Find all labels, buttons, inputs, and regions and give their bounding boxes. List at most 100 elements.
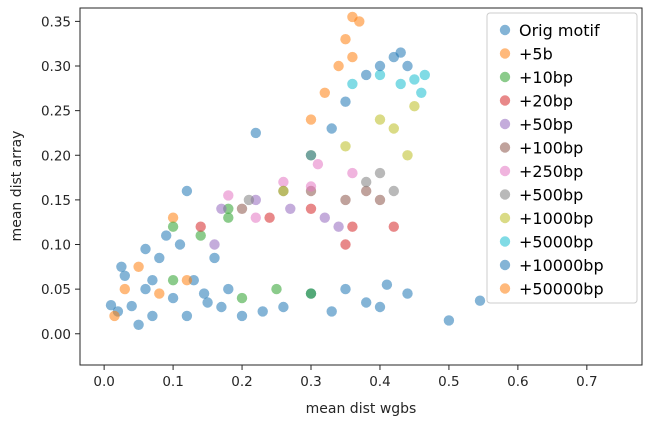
data-point-series-9-2: [395, 78, 406, 90]
data-point-series-2-1: [195, 230, 206, 241]
data-point-series-0-32: [147, 275, 158, 286]
data-point-series-1-1: [119, 283, 130, 295]
data-point-series-9-0: [347, 78, 358, 90]
data-point-series-5-4: [374, 194, 386, 206]
legend-marker: [499, 48, 511, 59]
data-point-series-6-3: [305, 181, 317, 192]
data-point-series-2-0: [167, 221, 179, 232]
legend-marker: [499, 212, 511, 224]
y-tick-label: 0.10: [41, 238, 71, 254]
legend-label: +100bp: [519, 139, 583, 158]
data-point-series-0-33: [198, 288, 210, 299]
data-point-series-5-3: [361, 185, 372, 197]
legend-marker: [499, 236, 511, 247]
legend-label: +5000bp: [519, 233, 593, 252]
data-point-series-7-2: [361, 176, 372, 188]
legend-label: +50bp: [519, 115, 573, 134]
data-point-series-11-5: [354, 16, 365, 27]
legend-label: Orig motif: [519, 21, 600, 40]
data-point-series-0-9: [167, 292, 179, 304]
data-point-series-1-3: [154, 288, 165, 299]
data-point-series-10-1: [326, 123, 337, 134]
legend-label: +5b: [519, 45, 553, 64]
legend-label: +50000bp: [519, 280, 604, 299]
data-point-series-10-0: [305, 150, 317, 161]
x-tick-label: 0.7: [576, 374, 597, 390]
data-point-series-7-3: [374, 167, 386, 179]
data-point-series-11-6: [347, 51, 358, 63]
y-tick-label: 0.00: [41, 327, 71, 343]
data-point-series-9-3: [409, 74, 420, 85]
x-tick-label: 0.5: [438, 374, 459, 390]
data-point-series-8-5: [402, 150, 413, 161]
data-point-series-10-4: [374, 60, 386, 72]
data-point-series-8-3: [374, 114, 386, 125]
data-point-series-2-4: [167, 275, 179, 286]
data-point-series-0-25: [474, 295, 486, 306]
legend-label: +10000bp: [519, 256, 604, 275]
data-point-series-0-10: [181, 185, 193, 197]
data-point-series-1-4: [167, 212, 179, 223]
data-point-series-0-13: [223, 283, 234, 295]
y-tick-label: 0.25: [41, 104, 71, 120]
data-point-series-8-4: [388, 123, 399, 134]
data-point-series-0-14: [250, 127, 261, 139]
data-point-series-8-2: [340, 141, 351, 152]
data-point-series-3-3: [340, 239, 351, 250]
data-point-series-0-23: [374, 301, 386, 313]
data-point-series-4-1: [216, 203, 227, 214]
legend-label: +10bp: [519, 68, 573, 87]
data-point-series-6-4: [312, 159, 324, 170]
x-tick-label: 0.6: [507, 374, 528, 390]
data-point-series-0-2: [116, 261, 127, 272]
legend-label: +500bp: [519, 186, 583, 205]
data-point-series-8-0: [278, 185, 289, 197]
y-tick-label: 0.15: [41, 193, 71, 209]
legend-label: +1000bp: [519, 209, 593, 228]
data-point-series-3-5: [388, 221, 399, 232]
y-axis-label: mean dist array: [9, 131, 25, 242]
legend-marker: [499, 118, 511, 130]
legend-marker: [499, 24, 511, 36]
data-point-series-1-0: [109, 310, 120, 322]
data-point-series-0-22: [381, 279, 393, 290]
data-point-series-0-8: [161, 230, 172, 241]
legend-marker: [499, 259, 511, 271]
x-tick-label: 0.1: [162, 374, 183, 390]
axis-ticks-layer: 0.0 0.1 0.2 0.3 0.4 0.5 0.6 0.7 0.00 0.05 0.10 0.15…: [41, 14, 598, 390]
y-tick-label: 0.30: [41, 59, 71, 75]
data-point-series-0-3: [126, 300, 137, 312]
data-point-series-4-5: [333, 221, 344, 232]
legend: Orig motif +5b +10bp +20bp +50bp +100bp +250bp…: [486, 12, 638, 304]
legend-marker: [499, 283, 511, 294]
data-point-series-4-0: [209, 239, 220, 250]
legend-marker: [499, 95, 511, 106]
y-tick-label: 0.35: [41, 14, 71, 30]
data-point-series-0-31: [174, 239, 186, 250]
data-point-series-2-6: [271, 283, 282, 295]
data-point-series-0-20: [340, 283, 351, 295]
x-tick-label: 0.4: [369, 374, 390, 390]
data-point-series-4-4: [319, 212, 330, 223]
data-point-series-8-6: [409, 101, 420, 112]
data-point-series-3-1: [264, 212, 275, 223]
data-point-series-0-24: [443, 315, 455, 326]
data-point-series-2-5: [236, 292, 248, 304]
x-tick-label: 0.2: [231, 374, 252, 390]
legend-marker: [499, 165, 511, 177]
data-point-series-0-30: [119, 270, 130, 281]
legend-box: [486, 12, 638, 304]
x-tick-label: 0.0: [93, 374, 114, 390]
data-point-series-1-2: [133, 261, 144, 272]
data-point-series-6-2: [278, 176, 289, 188]
data-point-series-10-2: [340, 96, 351, 107]
x-tick-label: 0.3: [300, 374, 321, 390]
data-point-series-9-5: [416, 87, 427, 99]
data-point-series-2-7: [305, 288, 317, 299]
legend-marker: [499, 71, 511, 83]
data-point-series-2-2: [223, 212, 234, 223]
data-point-series-10-7: [402, 60, 413, 72]
data-point-series-3-0: [195, 221, 206, 232]
data-point-series-5-2: [340, 194, 351, 206]
